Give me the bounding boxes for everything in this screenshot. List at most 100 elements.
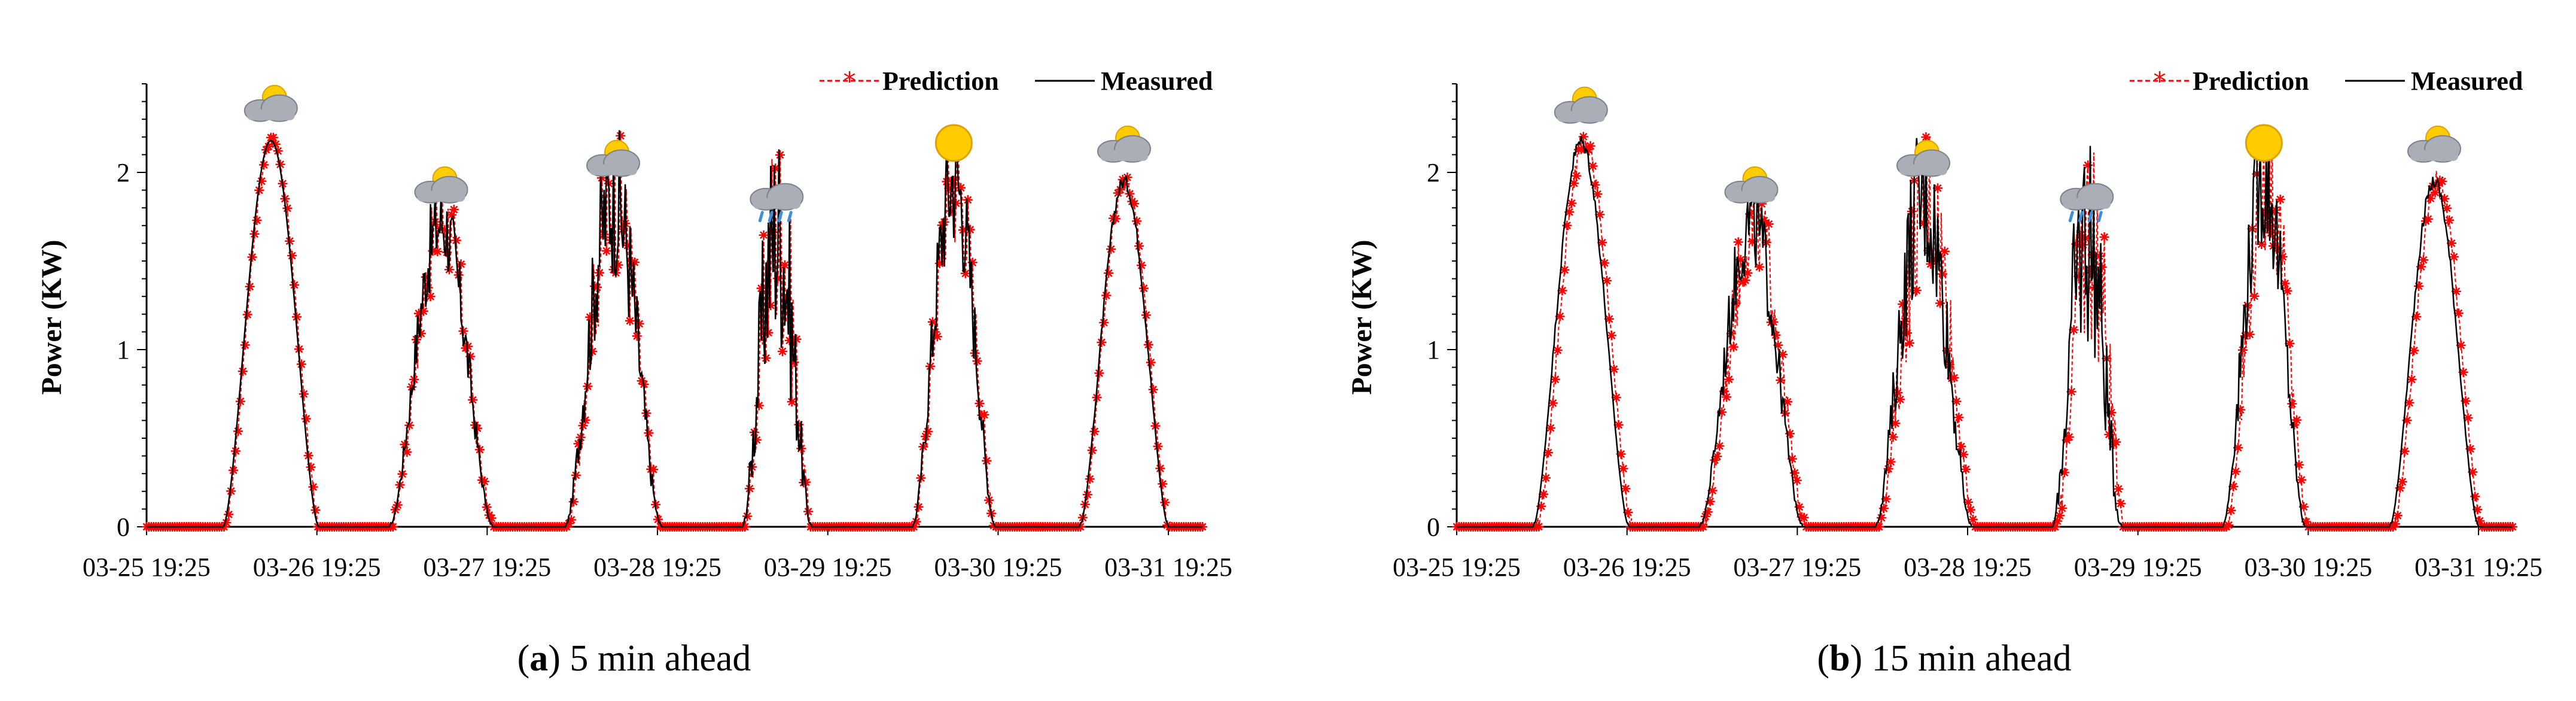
partly-cloudy-icon [1896, 139, 1951, 177]
prediction-point [2078, 239, 2088, 250]
prediction-point [1094, 368, 1104, 378]
prediction-point [1954, 412, 1964, 423]
prediction-point [791, 334, 802, 344]
prediction-point [226, 486, 236, 496]
legend-prediction-marker: * [2154, 66, 2166, 96]
cloud-icon [2407, 125, 2462, 163]
prediction-point [1125, 189, 1135, 199]
prediction-point [1606, 330, 1616, 341]
prediction-point [2292, 415, 2302, 425]
prediction-point [1153, 441, 1163, 451]
prediction-point [2275, 195, 2285, 205]
partly-cloudy-icon [1724, 166, 1779, 204]
prediction-point [601, 246, 611, 256]
prediction-point [2425, 193, 2435, 204]
prediction-point [442, 247, 452, 257]
prediction-point [1712, 451, 1722, 462]
prediction-point [1602, 275, 1612, 286]
prediction-point [594, 268, 604, 278]
prediction-point [306, 462, 316, 472]
prediction-point [2447, 238, 2457, 248]
prediction-point [944, 183, 954, 193]
prediction-point [224, 509, 234, 520]
prediction-point [1585, 141, 1595, 151]
prediction-point [1122, 172, 1132, 183]
prediction-point [1961, 464, 1971, 474]
prediction-point [2402, 415, 2412, 426]
prediction-point [1878, 503, 1889, 514]
prediction-point [773, 274, 783, 284]
y-tick-label: 2 [1427, 158, 1440, 187]
y-tick-label: 1 [1427, 335, 1440, 365]
prediction-point [299, 389, 309, 399]
prediction-point [2071, 239, 2081, 249]
prediction-point [949, 175, 959, 186]
prediction-point [275, 159, 285, 169]
prediction-point [1698, 522, 1708, 532]
prediction-point [784, 335, 794, 345]
prediction-point [1900, 316, 1910, 326]
prediction-point [2301, 517, 2311, 527]
prediction-point [404, 420, 415, 430]
prediction-point [632, 331, 642, 341]
prediction-point [1705, 496, 1715, 506]
prediction-point [2423, 214, 2433, 224]
prediction-point [219, 522, 229, 532]
prediction-point [1968, 514, 1978, 524]
prediction-point [1539, 489, 1549, 499]
prediction-point [292, 312, 302, 322]
prediction-point [580, 415, 590, 425]
prediction-point [1593, 189, 1603, 199]
prediction-point [1569, 178, 1579, 189]
prediction-point [2083, 160, 2093, 171]
prediction-point [2456, 340, 2466, 350]
prediction-point [1616, 449, 1626, 459]
prediction-point [308, 482, 318, 492]
prediction-point [1707, 485, 1718, 496]
prediction-point [909, 522, 919, 532]
prediction-point [240, 340, 250, 350]
prediction-point [1550, 374, 1560, 384]
prediction-point [932, 332, 942, 342]
prediction-point [2226, 505, 2236, 515]
prediction-point [1933, 183, 1943, 193]
prediction-point [1118, 174, 1128, 184]
prediction-point [1564, 207, 1575, 217]
prediction-point [2236, 405, 2246, 415]
legend-measured-label: Measured [1101, 66, 1213, 96]
prediction-point [242, 309, 252, 320]
prediction-point [1621, 484, 1631, 494]
prediction-point [803, 506, 814, 517]
prediction-point [2097, 262, 2107, 272]
prediction-point [407, 382, 417, 392]
prediction-point [1115, 184, 1125, 195]
caption-letter: a [529, 638, 548, 679]
partly-cloudy-icon [1554, 86, 1608, 124]
prediction-point [942, 177, 952, 187]
prediction-point [571, 470, 581, 480]
prediction-point [1597, 238, 1607, 248]
prediction-point [1703, 507, 1713, 517]
prediction-point [761, 353, 771, 363]
prediction-point [290, 280, 300, 290]
prediction-point [1778, 350, 1788, 360]
prediction-point [1733, 237, 1743, 247]
prediction-point [2411, 312, 2422, 322]
prediction-point [2437, 176, 2447, 186]
prediction-point [1583, 144, 1593, 154]
prediction-point [451, 235, 461, 245]
prediction-point [1735, 254, 1746, 265]
prediction-point [2233, 442, 2243, 453]
prediction-point [629, 257, 640, 268]
prediction-point [972, 356, 982, 366]
prediction-point [2106, 408, 2117, 418]
prediction-point [2282, 286, 2292, 296]
prediction-point [273, 146, 283, 156]
prediction-point [2440, 193, 2450, 204]
prediction-point [749, 427, 759, 438]
x-tick-label: 03-27 19:25 [423, 553, 551, 582]
prediction-point [252, 215, 262, 225]
prediction-point [2069, 325, 2079, 335]
prediction-point [1134, 241, 1144, 251]
prediction-point [775, 150, 785, 160]
